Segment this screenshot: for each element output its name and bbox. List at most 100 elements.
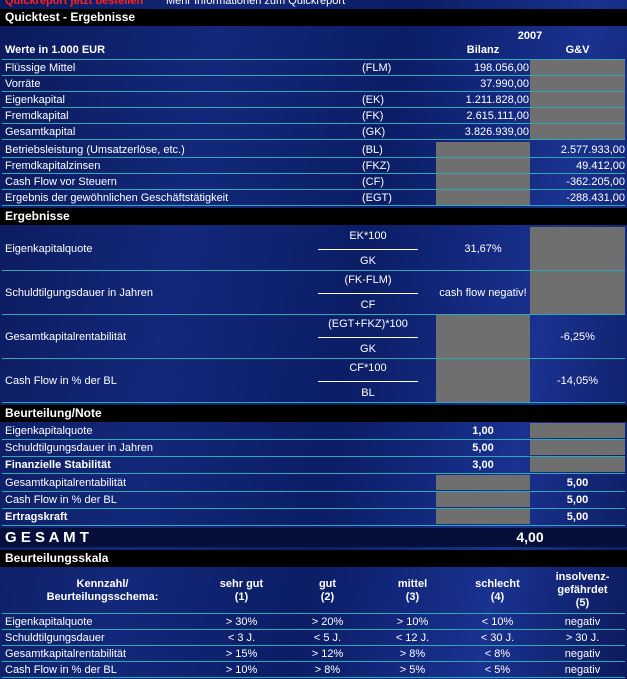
total-bar xyxy=(0,528,627,547)
total-value: 4,00 xyxy=(516,529,544,545)
empty-cell xyxy=(436,142,530,157)
value-cell: -362.205,00 xyxy=(566,176,625,188)
section-header: Ergebnisse xyxy=(0,208,627,225)
scale-cell: negativ xyxy=(564,616,601,628)
grade-cell: 5,00 xyxy=(472,442,494,454)
denominator: CF xyxy=(360,299,376,311)
grade-cell: 3,00 xyxy=(472,459,494,471)
scale-cell: > 30 J. xyxy=(565,632,600,644)
value-cell: cash flow negativ! xyxy=(439,287,527,299)
denominator: GK xyxy=(360,343,376,355)
row-label: Schuldtilgungsdauer in Jahren xyxy=(5,442,153,454)
row-line xyxy=(2,173,625,174)
scale-header: Kennzahl/ Beurteilungsschema: xyxy=(46,577,159,603)
empty-cell xyxy=(436,492,530,507)
row-abbr: (FLM) xyxy=(362,62,392,74)
row-abbr: (GK) xyxy=(362,126,386,138)
row-label: Gesamtkapital xyxy=(5,126,76,138)
row-line xyxy=(2,157,625,158)
row-label: Cash Flow in % der BL xyxy=(5,494,117,506)
scale-cell: < 12 J. xyxy=(395,632,430,644)
row-line xyxy=(2,473,625,474)
section-header: Quicktest - Ergebnisse xyxy=(0,9,627,26)
scale-cell: < 10% xyxy=(481,616,514,628)
empty-cell xyxy=(530,92,625,107)
empty-cell xyxy=(530,227,625,270)
row-label: Finanzielle Stabilität xyxy=(5,459,111,471)
row-line xyxy=(2,189,625,190)
info-link[interactable]: Mehr Informationen zum Quickreport xyxy=(166,0,346,7)
row-label: Eigenkapitalquote xyxy=(5,425,93,437)
scale-header: schlecht (4) xyxy=(475,577,520,603)
row-line xyxy=(2,439,625,440)
scale-cell: < 5% xyxy=(484,664,511,676)
order-link[interactable]: Quickreport jetzt bestellen xyxy=(5,0,144,7)
scale-header: gut (2) xyxy=(318,577,337,603)
row-label: Gesamtkapitalrentabilität xyxy=(5,477,127,489)
row-label: Cash Flow in % der BL xyxy=(5,375,117,387)
row-line xyxy=(2,525,625,526)
row-abbr: (BL) xyxy=(362,144,383,156)
row-line xyxy=(2,205,625,206)
numerator: (EGT+FKZ)*100 xyxy=(328,318,408,330)
scale-cell: > 5% xyxy=(399,664,426,676)
row-line xyxy=(2,123,625,124)
value-cell: 49.412,00 xyxy=(576,160,625,172)
row-label: Fremdkapital xyxy=(5,110,69,122)
scale-cell: < 30 J. xyxy=(480,632,515,644)
scale-cell: < 3 J. xyxy=(227,632,256,644)
row-label: Cash Flow vor Steuern xyxy=(5,176,117,188)
numerator: EK*100 xyxy=(349,230,387,242)
value-cell: -14,05% xyxy=(557,375,598,387)
scale-cell: > 10% xyxy=(225,664,258,676)
row-line xyxy=(2,629,625,630)
empty-cell xyxy=(530,108,625,123)
scale-cell: > 8% xyxy=(314,664,341,676)
scale-cell: negativ xyxy=(564,648,601,660)
row-label: Ertragskraft xyxy=(5,511,68,523)
empty-cell xyxy=(530,76,625,91)
empty-cell xyxy=(530,440,625,455)
scale-cell: > 30% xyxy=(225,616,258,628)
value-cell: 2.615.111,00 xyxy=(466,110,529,122)
fraction-line xyxy=(318,249,418,250)
row-line xyxy=(2,75,625,76)
empty-cell xyxy=(530,124,625,139)
value-cell: -6,25% xyxy=(560,331,595,343)
scale-header: insolvenz- gefährdet (5) xyxy=(555,571,610,609)
scale-header: mittel (3) xyxy=(397,577,428,603)
scale-cell: negativ xyxy=(564,664,601,676)
row-line xyxy=(2,91,625,92)
denominator: GK xyxy=(360,255,376,267)
grade-cell: 1,00 xyxy=(472,425,494,437)
row-line xyxy=(2,402,625,403)
value-cell: 198.056,00 xyxy=(473,62,529,74)
empty-cell xyxy=(436,190,530,205)
row-label: Vorräte xyxy=(5,78,41,90)
row-abbr: (FK) xyxy=(362,110,384,122)
row-abbr: (EGT) xyxy=(362,192,392,204)
row-label: Cash Flow in % der BL xyxy=(5,664,117,676)
row-line xyxy=(2,139,625,140)
value-cell: 37.990,00 xyxy=(480,78,529,90)
row-abbr: (CF) xyxy=(362,176,384,188)
row-line xyxy=(2,613,625,614)
row-line xyxy=(2,661,625,662)
row-line xyxy=(2,508,625,509)
row-abbr: (FKZ) xyxy=(362,160,391,172)
value-cell: 1.211.828,00 xyxy=(465,94,529,106)
fraction-line xyxy=(318,293,418,294)
row-label: Fremdkapitalzinsen xyxy=(5,160,101,172)
scale-cell: > 15% xyxy=(225,648,258,660)
grade-cell: 5,00 xyxy=(566,511,589,523)
col-header: G&V xyxy=(565,44,590,56)
empty-cell xyxy=(436,174,530,189)
row-label: Flüssige Mittel xyxy=(5,62,76,74)
empty-cell xyxy=(436,315,530,358)
scale-cell: < 8% xyxy=(484,648,511,660)
row-line xyxy=(2,59,625,60)
empty-cell xyxy=(436,158,530,173)
row-label: Gesamtkapitalrentabilität xyxy=(5,331,127,343)
empty-cell xyxy=(530,271,625,314)
